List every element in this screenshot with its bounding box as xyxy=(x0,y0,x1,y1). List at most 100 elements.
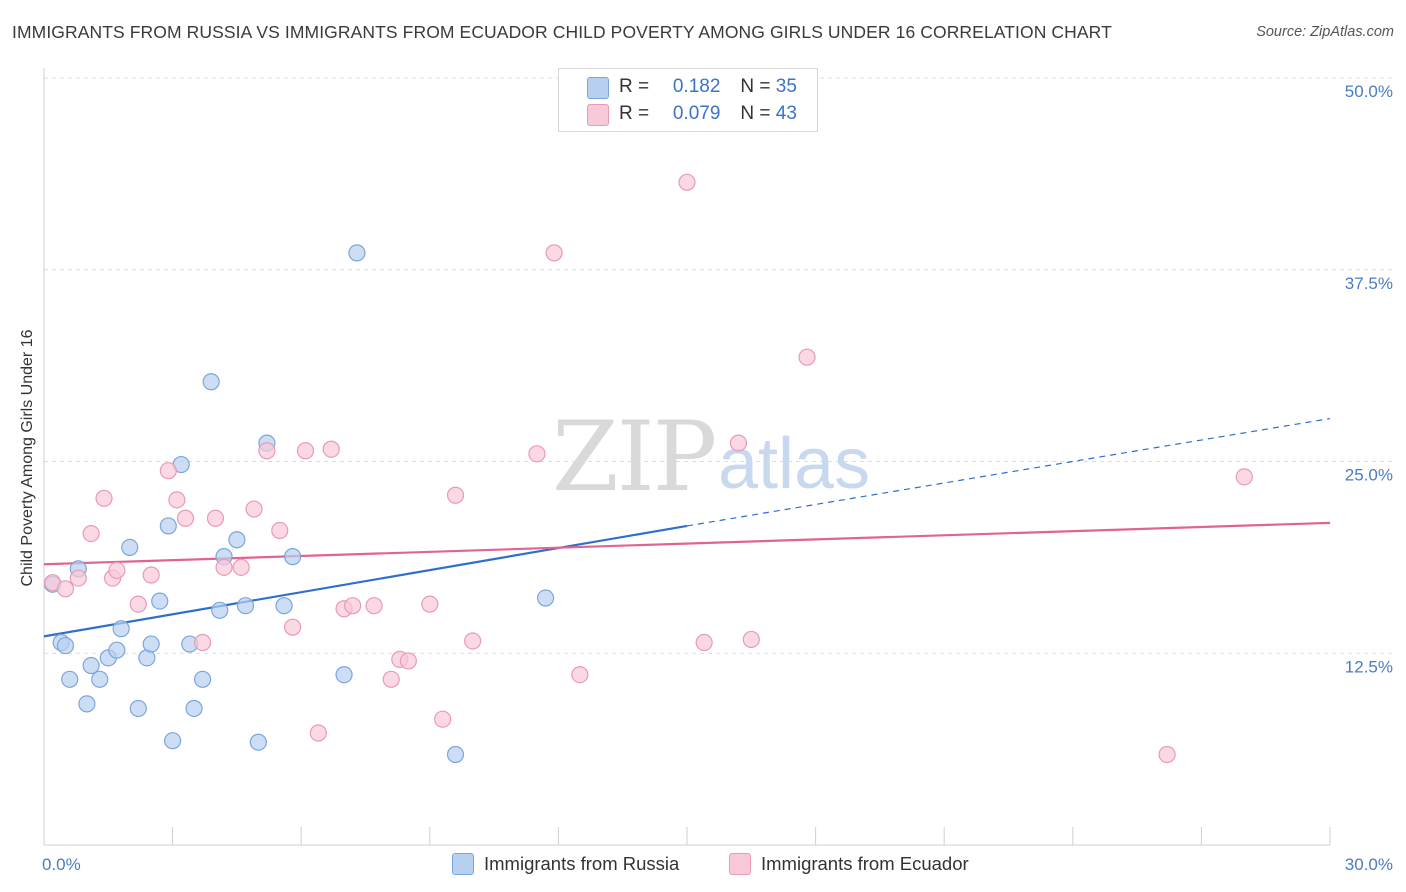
russia-point xyxy=(78,695,96,713)
russia-point xyxy=(56,636,75,655)
ecuador-point xyxy=(284,618,302,636)
russia-trend-line xyxy=(43,524,688,638)
russia-point xyxy=(536,589,555,607)
russia-point xyxy=(151,592,169,610)
ecuador-point xyxy=(296,442,315,460)
russia-point xyxy=(446,745,465,764)
ecuador-point xyxy=(678,173,696,191)
data-points xyxy=(43,173,1253,764)
y-tick-label: 50.0% xyxy=(1345,82,1393,101)
ecuador-point xyxy=(365,597,383,615)
bottom-legend-swatch-ecuador xyxy=(729,853,751,875)
ecuador-point xyxy=(215,558,233,576)
ecuador-point xyxy=(545,244,563,262)
russia-point xyxy=(159,517,177,535)
ecuador-point xyxy=(742,630,760,649)
ecuador-point xyxy=(271,521,289,540)
ecuador-point xyxy=(69,569,87,587)
correlation-legend: R = 0.182 N = 35 R = 0.079 N = 43 xyxy=(558,68,818,132)
ecuador-point xyxy=(382,670,400,688)
russia-point xyxy=(164,732,182,750)
ecuador-point xyxy=(464,632,482,650)
watermark-zip: ZIP xyxy=(552,401,715,513)
legend-swatch-ecuador xyxy=(587,104,609,126)
ecuador-point xyxy=(1158,745,1176,764)
x-tick-labels: 0.0% 30.0% xyxy=(42,855,1393,874)
y-axis-label: Child Poverty Among Girls Under 16 xyxy=(19,329,36,586)
russia-point xyxy=(284,548,302,566)
ecuador-point xyxy=(95,489,113,507)
russia-point xyxy=(335,666,353,684)
ecuador-point xyxy=(434,710,452,728)
ecuador-point xyxy=(168,491,186,509)
ecuador-point xyxy=(695,633,713,652)
chart-title: IMMIGRANTS FROM RUSSIA VS IMMIGRANTS FRO… xyxy=(12,22,1112,42)
russia-point xyxy=(228,531,246,549)
russia-point xyxy=(112,620,130,638)
x-tick-label: 0.0% xyxy=(42,855,81,874)
russia-point xyxy=(142,635,160,653)
russia-point xyxy=(211,601,229,619)
ecuador-trend-line xyxy=(43,521,1331,566)
ecuador-point xyxy=(194,633,212,652)
ecuador-point xyxy=(729,434,748,452)
legend-row-russia: R = 0.182 N = 35 xyxy=(619,74,797,100)
legend-r-value: 0.182 xyxy=(672,76,721,97)
legend-n-value: 43 xyxy=(775,103,797,124)
ecuador-point xyxy=(82,524,100,543)
russia-trend-extension xyxy=(686,417,1331,527)
russia-point xyxy=(348,244,366,262)
russia-point xyxy=(129,699,147,718)
russia-point xyxy=(121,538,139,557)
legend-n-value: 35 xyxy=(775,76,797,97)
trend-lines xyxy=(43,417,1331,638)
grid-lines xyxy=(44,77,1392,654)
ecuador-point xyxy=(309,724,327,742)
russia-point xyxy=(275,597,293,615)
russia-point xyxy=(249,733,267,751)
ecuador-point xyxy=(399,652,417,670)
ecuador-point xyxy=(1235,468,1253,486)
bottom-legend-label: Immigrants from Ecuador xyxy=(761,853,969,874)
ecuador-point xyxy=(176,509,195,527)
russia-point xyxy=(91,670,109,688)
russia-point xyxy=(61,670,79,688)
watermark: ZIP atlas xyxy=(552,401,870,513)
y-tick-label: 37.5% xyxy=(1345,274,1393,293)
ecuador-point xyxy=(322,440,340,458)
bottom-legend-label: Immigrants from Russia xyxy=(484,853,680,874)
ecuador-point xyxy=(344,597,362,615)
legend-r-value: 0.079 xyxy=(672,103,721,124)
russia-point xyxy=(108,641,126,659)
bottom-legend-russia: Immigrants from Russia xyxy=(452,852,679,876)
ecuador-point xyxy=(129,595,147,613)
bottom-legend-swatch-russia xyxy=(452,853,474,875)
legend-row-ecuador: R = 0.079 N = 43 xyxy=(619,101,797,127)
y-tick-labels: 12.5% 25.0% 37.5% 50.0% xyxy=(1345,82,1393,676)
legend-n-label: N = xyxy=(740,103,771,124)
ecuador-point xyxy=(798,348,816,366)
legend-n-label: N = xyxy=(740,76,771,97)
ecuador-point xyxy=(108,561,126,580)
bottom-legend-ecuador: Immigrants from Ecuador xyxy=(729,852,969,876)
russia-point xyxy=(82,656,100,675)
ecuador-point xyxy=(159,462,177,480)
ecuador-point xyxy=(446,486,465,504)
ecuador-point xyxy=(56,580,75,598)
ecuador-point xyxy=(232,558,250,576)
legend-r-label: R = xyxy=(619,103,650,124)
y-tick-label: 12.5% xyxy=(1345,657,1393,676)
russia-point xyxy=(202,373,220,391)
russia-point xyxy=(185,699,203,718)
y-tick-label: 25.0% xyxy=(1345,466,1393,485)
ecuador-point xyxy=(421,595,439,613)
ecuador-point xyxy=(206,509,225,527)
axes xyxy=(43,68,1331,846)
ecuador-point xyxy=(528,445,546,463)
ecuador-point xyxy=(571,666,589,684)
legend-swatch-russia xyxy=(587,77,609,99)
russia-point xyxy=(194,670,212,688)
x-tick-label: 30.0% xyxy=(1345,855,1393,874)
ecuador-point xyxy=(258,442,276,460)
